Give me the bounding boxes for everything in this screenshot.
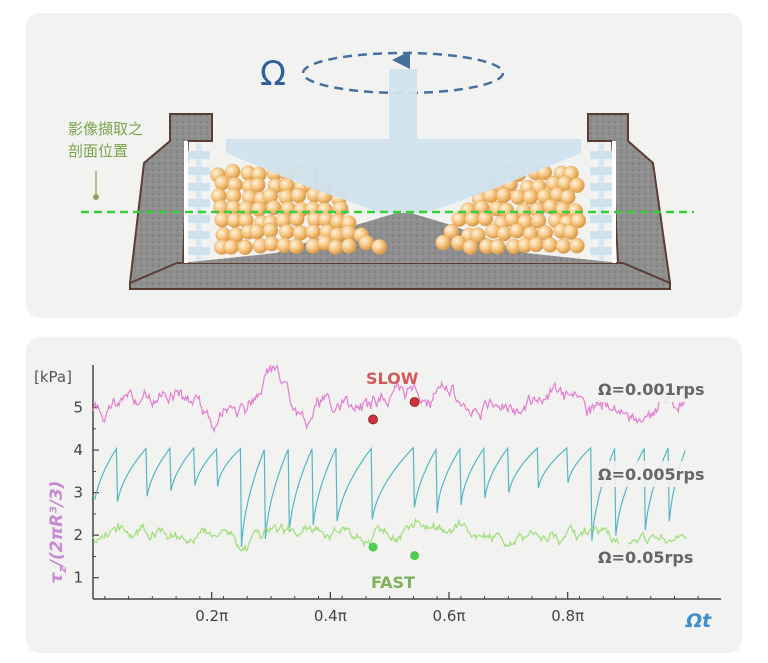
vane-blade: [590, 231, 612, 239]
grain: [223, 239, 239, 255]
grain: [251, 201, 267, 217]
series-label: Ω=0.005rps: [598, 465, 704, 484]
vane-blade: [188, 151, 210, 159]
series-label-bg: [594, 461, 720, 487]
grain: [569, 177, 585, 193]
rotation-arrow: [301, 51, 505, 95]
grain: [225, 163, 241, 180]
series-label-bg: [594, 544, 720, 570]
y-tick-label: 1: [73, 569, 83, 587]
series-lines: [92, 364, 687, 555]
fast-annotation: FAST: [371, 573, 415, 592]
vane-blade: [590, 199, 612, 207]
apparatus-panel: Ω 影像擷取之 剖面位置: [26, 13, 742, 318]
grain: [341, 238, 357, 254]
grain: [327, 239, 344, 255]
vanes-left: [188, 143, 210, 261]
grain: [435, 234, 451, 251]
grain: [496, 225, 512, 242]
rotation-arrowhead-icon: [392, 51, 410, 69]
vane-blade: [590, 167, 612, 175]
vane-blade: [188, 231, 210, 239]
container-base: [129, 262, 671, 290]
chamber-inner-left: [184, 141, 188, 263]
vanes-right: [590, 143, 612, 261]
grain: [495, 187, 512, 204]
x-ticks: 0.2π 0.4π 0.6π 0.8π: [104, 592, 699, 625]
slow-marker: [368, 414, 378, 425]
grain: [569, 237, 585, 254]
chart-panel: 1 2 3 4 5 0.2π 0.4π 0.6π 0.8π Ω=0.001rps Ω=0.005…: [26, 337, 742, 653]
x-tick-label: 0.6π: [433, 607, 466, 625]
grain: [555, 238, 572, 254]
grain: [562, 224, 579, 240]
vane-blade: [188, 247, 210, 255]
slow-annotation: SLOW: [366, 369, 419, 388]
slow-marker: [409, 397, 420, 407]
rotor: [226, 69, 581, 213]
series-line: [92, 517, 687, 555]
series-line: [94, 446, 686, 548]
series-label: Ω=0.05rps: [598, 548, 693, 567]
x-tick-label: 0.4π: [314, 607, 347, 625]
grain: [279, 223, 295, 240]
vane-blade: [188, 199, 210, 207]
grain: [262, 222, 279, 239]
section-label-line1: 影像擷取之: [68, 120, 143, 138]
grain: [288, 238, 305, 255]
grain: [464, 211, 481, 227]
grain: [509, 223, 525, 239]
markers: [368, 397, 420, 561]
series-label: Ω=0.001rps: [598, 380, 704, 399]
grain: [522, 189, 539, 205]
grain: [332, 200, 349, 217]
grain: [462, 239, 479, 255]
grain: [249, 224, 265, 240]
grain: [371, 239, 387, 255]
grain: [290, 187, 307, 204]
grain: [289, 211, 305, 227]
vane-blade: [590, 247, 612, 255]
vane-blade: [188, 215, 210, 223]
y-tick-label: 4: [73, 441, 83, 459]
grain: [443, 223, 460, 240]
vane-blade: [590, 151, 612, 159]
vane-blade: [590, 183, 612, 191]
fast-marker: [368, 542, 378, 552]
vane-blade: [188, 183, 210, 191]
x-axis-label: Ωt: [685, 610, 712, 632]
y-unit-label: [kPa]: [34, 368, 72, 386]
section-label-dot: [93, 194, 99, 200]
y-ticks: 1 2 3 4 5: [73, 399, 99, 587]
x-tick-label: 0.2π: [195, 607, 228, 625]
y-tick-label: 2: [73, 526, 83, 544]
omega-label: Ω: [260, 54, 286, 94]
grain: [528, 236, 544, 253]
section-label-line2: 剖面位置: [68, 142, 128, 160]
chamber-inner-right: [612, 141, 616, 263]
grain: [530, 213, 547, 229]
y-axis-label: τz/(2πR³/3): [47, 481, 69, 584]
fast-marker: [410, 551, 420, 561]
apparatus-diagram: Ω 影像擷取之 剖面位置: [68, 51, 694, 290]
grain: [470, 227, 486, 243]
grain: [489, 239, 506, 255]
grain: [542, 237, 558, 253]
torque-chart: 1 2 3 4 5 0.2π 0.4π 0.6π 0.8π Ω=0.001rps Ω=0.005…: [34, 364, 721, 632]
series-labels: Ω=0.001rps Ω=0.005rps Ω=0.05rps: [594, 376, 720, 570]
grain: [358, 234, 375, 251]
vane-blade: [188, 167, 210, 175]
y-tick-label: 3: [73, 484, 83, 502]
grain: [237, 239, 253, 256]
x-tick-label: 0.8π: [551, 607, 584, 625]
series-label-bg: [594, 376, 720, 402]
series-line: [92, 364, 687, 434]
grain: [214, 175, 230, 191]
grain: [305, 223, 321, 240]
vane-blade: [590, 215, 612, 223]
y-tick-label: 5: [73, 399, 83, 417]
